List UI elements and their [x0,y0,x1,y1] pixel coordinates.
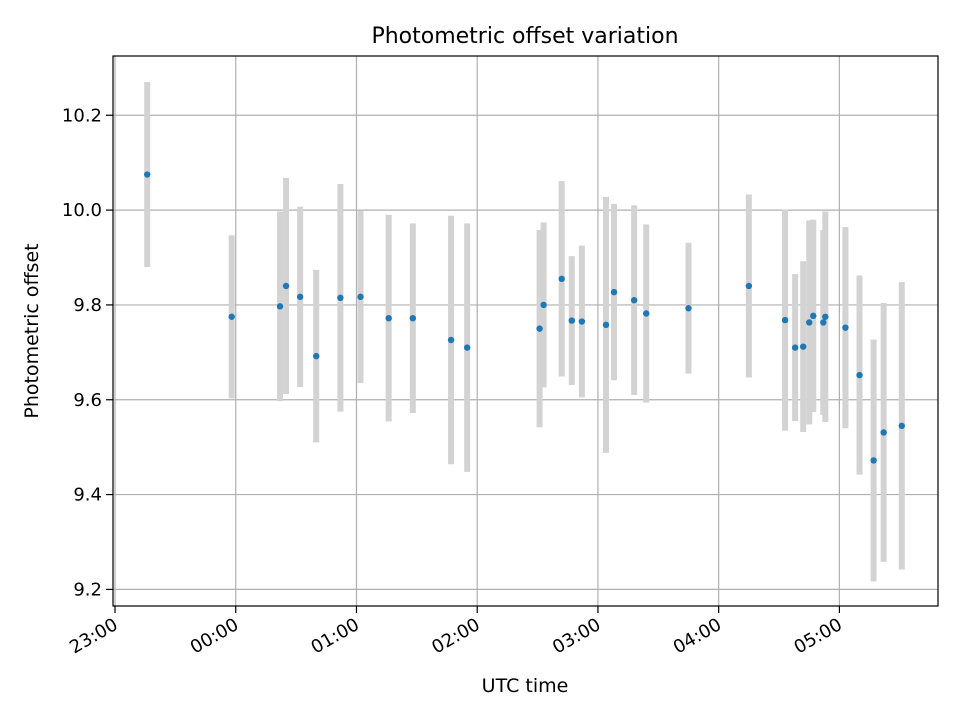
data-point [810,312,817,320]
data-point [282,282,290,290]
data-point [540,301,547,309]
data-point [578,318,586,325]
plot-frame [112,55,939,607]
data-point [602,321,610,329]
data-point [822,313,829,320]
y-tick-label: 10.0 [62,200,102,221]
data-point [276,303,284,310]
data-point [781,316,789,324]
data-point [296,293,304,301]
data-point [385,314,392,322]
x-axis-label: UTC time [482,675,569,697]
data-point [685,305,692,312]
data-point [357,293,364,301]
data-point [898,422,905,430]
data-point [643,310,650,317]
y-tick-label: 9.4 [73,485,102,506]
data-point [558,275,565,283]
data-points [144,171,905,464]
data-point [799,343,807,350]
data-point [745,282,753,290]
data-point [630,296,638,304]
data-point [337,294,344,302]
data-point [536,325,543,332]
data-point [856,371,863,379]
y-tick-label: 9.8 [73,295,102,316]
data-point [568,317,575,324]
chart-title: Photometric offset variation [371,24,678,49]
data-point [144,171,151,178]
data-point [806,319,813,326]
data-point [409,314,417,322]
y-tick-label: 10.2 [62,105,102,126]
data-point [791,344,799,351]
y-tick-label: 9.2 [73,579,102,600]
data-point [880,429,887,436]
data-point [870,457,877,464]
data-point [228,313,235,320]
y-axis-label: Photometric offset [21,243,43,418]
data-point [610,288,618,296]
y-tick-label: 9.6 [73,390,102,411]
data-point [313,352,320,360]
data-point [463,344,471,351]
data-point [447,336,455,344]
data-point [842,324,849,331]
data-point [820,319,827,326]
